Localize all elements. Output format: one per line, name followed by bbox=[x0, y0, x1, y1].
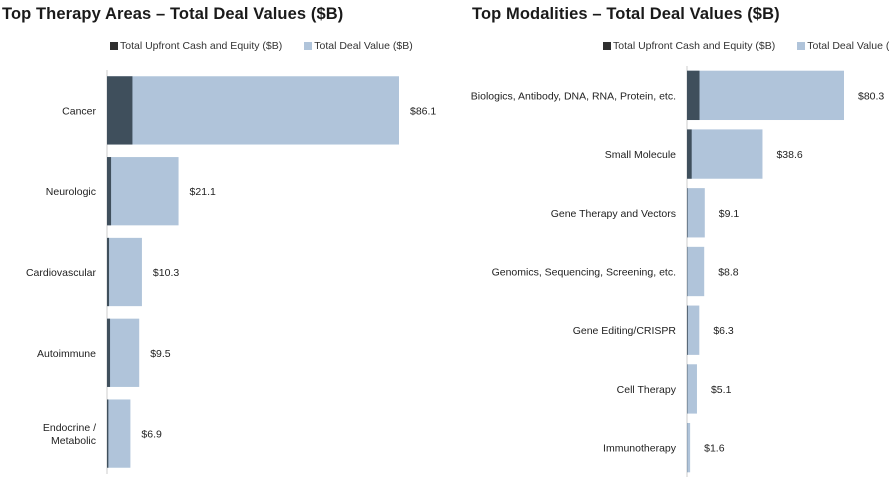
bar-upfront-cash-equity bbox=[687, 305, 688, 355]
data-label: $6.9 bbox=[141, 429, 162, 441]
modalities-chart: $80.3 Biologics, Antibody, DNA, RNA, Prot… bbox=[471, 66, 884, 477]
bar-total-deal-value bbox=[687, 422, 691, 473]
bar-upfront-cash-equity bbox=[107, 76, 133, 145]
data-label: $86.1 bbox=[410, 105, 436, 117]
legend-item-upfront: Total Upfront Cash and Equity ($B) bbox=[110, 40, 282, 52]
category-label: Neurologic bbox=[46, 186, 96, 198]
data-label: $10.3 bbox=[153, 267, 179, 279]
legend-item-total: Total Deal Value ($B) bbox=[304, 40, 413, 52]
data-label: $6.3 bbox=[713, 325, 734, 337]
category-label: Metabolic bbox=[51, 435, 96, 447]
bar-total-deal-value bbox=[687, 364, 697, 414]
category-label: Gene Therapy and Vectors bbox=[551, 208, 676, 220]
bar-total-deal-value bbox=[107, 237, 142, 307]
chart-title: Top Modalities – Total Deal Values ($B) bbox=[472, 5, 780, 23]
bar-total-deal-value bbox=[687, 129, 763, 179]
category-label: Cell Therapy bbox=[617, 384, 677, 396]
modalities-panel: Top Modalities – Total Deal Values ($B) … bbox=[470, 0, 889, 479]
data-label: $9.1 bbox=[719, 208, 740, 220]
bar-total-deal-value bbox=[687, 305, 700, 355]
bar-upfront-cash-equity bbox=[107, 399, 109, 468]
bar-upfront-cash-equity bbox=[687, 129, 692, 179]
bar-upfront-cash-equity bbox=[107, 157, 112, 226]
category-label: Cardiovascular bbox=[26, 267, 97, 279]
bar-total-deal-value bbox=[107, 318, 140, 387]
legend-swatch-total bbox=[797, 42, 806, 50]
data-label: $80.3 bbox=[858, 90, 884, 102]
legend-swatch-upfront bbox=[603, 42, 611, 50]
legend-swatch-upfront bbox=[110, 42, 118, 50]
data-label: $38.6 bbox=[776, 149, 802, 161]
bar-total-deal-value bbox=[687, 70, 844, 121]
bar-upfront-cash-equity bbox=[687, 70, 700, 121]
category-label: Biologics, Antibody, DNA, RNA, Protein, … bbox=[471, 90, 676, 102]
legend-label-total: Total Deal Value ($B) bbox=[807, 40, 889, 52]
category-label: Genomics, Sequencing, Screening, etc. bbox=[492, 267, 676, 279]
legend-label-upfront: Total Upfront Cash and Equity ($B) bbox=[120, 40, 283, 52]
category-label: Gene Editing/CRISPR bbox=[573, 325, 677, 337]
chart-legend: Total Upfront Cash and Equity ($B) Total… bbox=[110, 40, 435, 52]
legend-item-upfront: Total Upfront Cash and Equity ($B) bbox=[603, 40, 775, 52]
category-label: Cancer bbox=[62, 105, 96, 117]
therapy-areas-panel: Top Therapy Areas – Total Deal Values ($… bbox=[0, 0, 440, 479]
bar-total-deal-value bbox=[107, 399, 131, 468]
legend-item-total: Total Deal Value ($B) bbox=[797, 40, 889, 52]
category-label: Small Molecule bbox=[605, 149, 676, 161]
legend-swatch-total bbox=[304, 42, 313, 50]
data-label: $9.5 bbox=[150, 348, 171, 360]
bar-total-deal-value bbox=[107, 157, 179, 226]
data-label: $21.1 bbox=[190, 186, 216, 198]
bar-total-deal-value bbox=[107, 76, 399, 145]
chart-title: Top Therapy Areas – Total Deal Values ($… bbox=[2, 5, 344, 23]
bar-total-deal-value bbox=[687, 246, 705, 297]
legend-label-upfront: Total Upfront Cash and Equity ($B) bbox=[613, 40, 776, 52]
bar-upfront-cash-equity bbox=[687, 188, 688, 238]
bar-upfront-cash-equity bbox=[107, 237, 110, 307]
bar-upfront-cash-equity bbox=[107, 318, 111, 387]
therapy-areas-chart: $86.1 Cancer $21.1 Neurologic $10.3 Cardiovas… bbox=[26, 70, 436, 474]
category-label: Immunotherapy bbox=[603, 443, 677, 455]
category-label: Autoimmune bbox=[37, 348, 96, 360]
legend-label-total: Total Deal Value ($B) bbox=[314, 40, 413, 52]
data-label: $5.1 bbox=[711, 384, 732, 396]
data-label: $8.8 bbox=[718, 267, 739, 279]
category-label: Endocrine / bbox=[43, 422, 96, 434]
chart-legend: Total Upfront Cash and Equity ($B) Total… bbox=[603, 40, 889, 52]
data-label: $1.6 bbox=[704, 443, 725, 455]
bar-total-deal-value bbox=[687, 188, 705, 238]
